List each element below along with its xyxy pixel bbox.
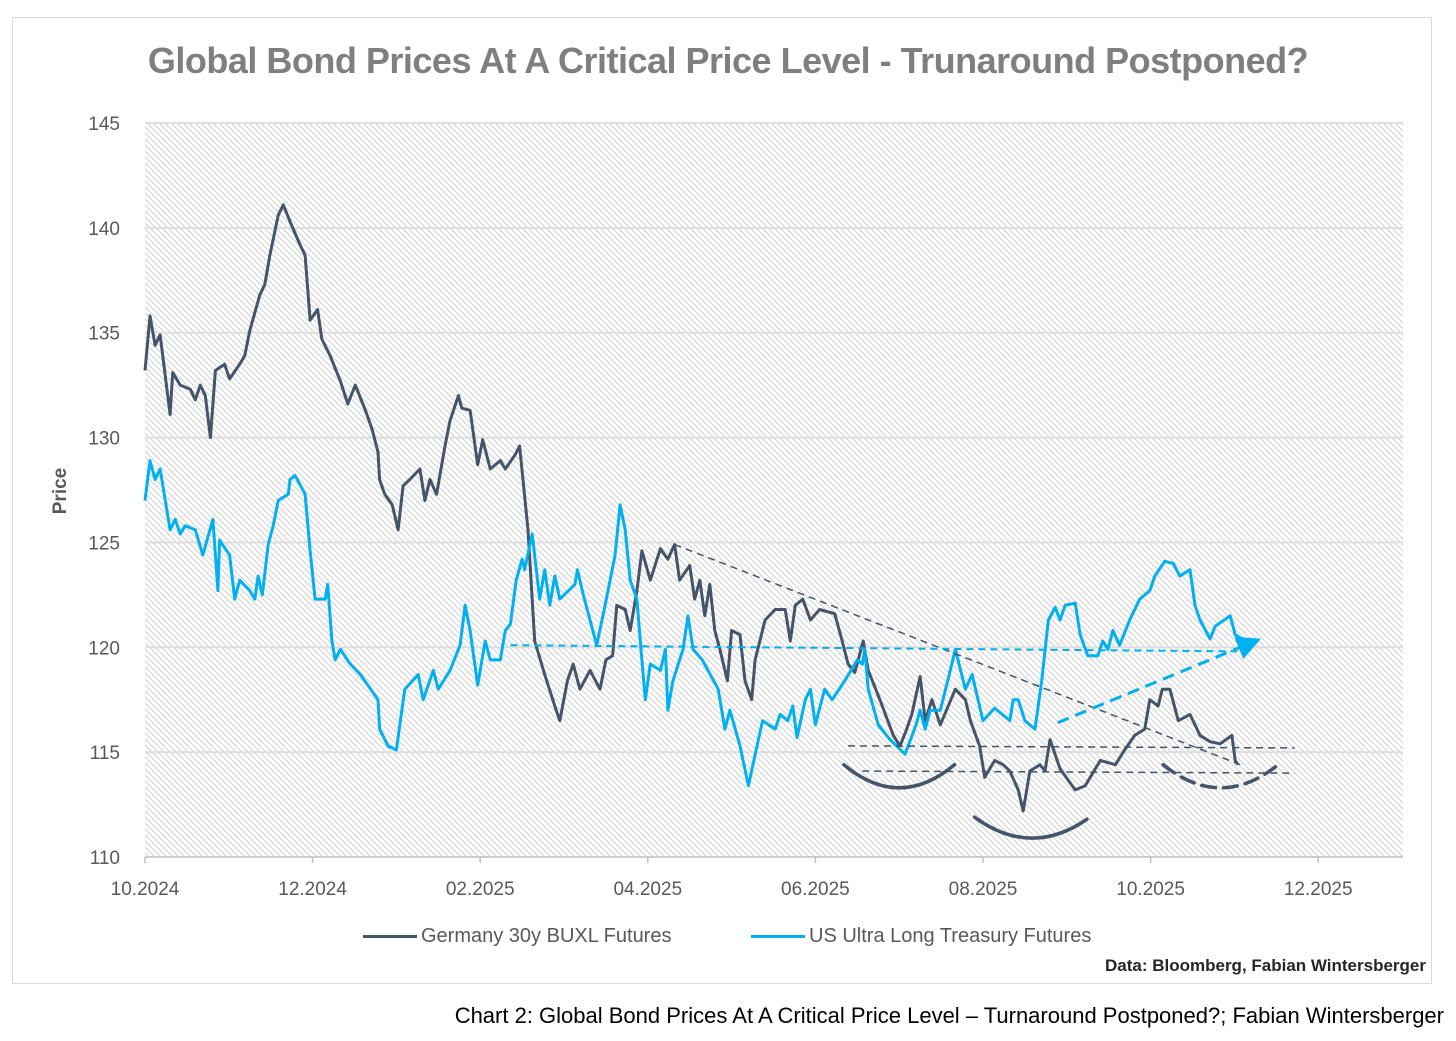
plot-area [145,123,1403,857]
legend-label-germany: Germany 30y BUXL Futures [421,925,672,947]
legend-label-us: US Ultra Long Treasury Futures [809,925,1092,947]
source-note: Data: Bloomberg, Fabian Wintersberger [1104,956,1426,975]
chart-title: Global Bond Prices At A Critical Price L… [147,40,1309,81]
y-tick-label: 125 [88,533,120,554]
x-tick-label: 10.2025 [1116,879,1185,900]
series-line-us-ultra-long [143,459,1251,788]
y-tick-label: 120 [88,638,120,659]
rounded-bottom-arc [842,762,957,790]
chart-frame [12,17,1432,984]
x-tick-label: 02.2025 [446,879,515,900]
y-tick-label: 145 [88,114,120,135]
dashed-trendline [862,770,1295,774]
legend: Germany 30y BUXL Futures US Ultra Long T… [0,925,1456,951]
x-tick-label: 12.2025 [1284,879,1353,900]
x-tick-label: 08.2025 [949,879,1018,900]
dashed-trendline [848,745,1295,749]
dashed-trendline [510,644,1251,653]
legend-swatch-us [751,935,805,938]
dashed-trendline [674,543,1241,766]
series-line-germany-buxl [143,203,1240,813]
figure-caption: Chart 2: Global Bond Prices At A Critica… [454,1003,1444,1028]
x-tick-label: 06.2025 [781,879,850,900]
y-tick-label: 140 [88,219,120,240]
y-tick-label: 110 [90,848,120,869]
y-tick-label: 130 [88,429,120,450]
rounded-bottom-arc [1161,762,1278,790]
legend-swatch-germany [363,935,417,938]
rounded-bottom-arc [972,815,1089,840]
x-tick-label: 12.2024 [278,879,347,900]
y-tick-label: 115 [90,743,120,764]
x-tick-label: 04.2025 [613,879,682,900]
x-tick-label: 10.2024 [111,879,180,900]
legend-item-germany: Germany 30y BUXL Futures [363,925,671,948]
trend-arrow [1057,636,1261,725]
y-tick-label: 135 [88,324,120,345]
legend-item-us: US Ultra Long Treasury Futures [751,925,1091,948]
